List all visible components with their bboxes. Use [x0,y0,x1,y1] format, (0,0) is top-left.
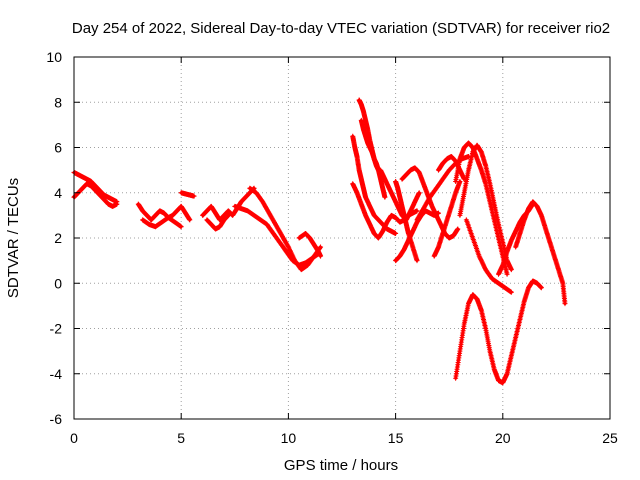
x-tick-label: 5 [177,430,185,446]
data-point [290,253,296,259]
data-point [318,244,324,250]
series-trace [454,141,509,276]
series-trace [454,279,543,385]
y-axis-title: SDTVAR / TECUs [5,178,22,298]
data-point [288,249,294,255]
axis-ticks: 0 5 10 15 20 25 -6 -4 -2 0 2 4 6 8 10 [46,49,618,446]
data-point [286,246,292,252]
data-point [178,224,184,230]
grid-lines [74,57,610,419]
series-arc-4 [140,215,184,230]
data-point [382,194,388,200]
data-point [318,253,324,259]
series-arc-16 [393,178,420,264]
x-tick-label: 25 [602,430,618,446]
chart-title: Day 254 of 2022, Sidereal Day-to-day VTE… [72,20,610,37]
series-arc-2 [71,181,120,209]
series-arc-10 [296,230,324,259]
data-point [414,208,420,214]
data-point [288,250,294,256]
y-tick-label: -6 [50,411,63,427]
series-arc-25 [453,278,544,386]
data-point [290,254,296,260]
data-point [416,190,422,196]
data-point [289,252,295,258]
data-point [291,255,297,261]
data-point [289,251,295,257]
y-tick-label: 0 [54,275,62,291]
series-arc-5 [178,190,197,199]
data-point [225,212,231,218]
y-tick-label: 6 [54,140,62,156]
data-point [285,244,291,250]
data-point [187,217,193,223]
data-point [191,193,197,199]
data-series [71,97,568,386]
series-arc-8 [232,203,321,268]
x-axis-title: GPS time / hours [284,457,398,474]
series-arc-9 [247,185,324,273]
x-tick-label: 20 [495,430,511,446]
x-tick-label: 0 [70,430,78,446]
y-tick-label: 2 [54,230,62,246]
data-point [287,247,293,253]
series-arc-26 [513,199,568,307]
y-tick-label: 10 [46,49,62,65]
x-tick-label: 15 [388,430,404,446]
x-tick-label: 10 [281,430,297,446]
data-point [286,245,292,251]
series-arc-14 [350,133,399,236]
y-tick-label: -4 [50,366,63,382]
y-tick-label: 8 [54,94,62,110]
series-arc-1 [71,169,120,205]
y-tick-label: -2 [50,321,63,337]
y-tick-label: 4 [54,185,62,201]
series-arc-7 [204,212,231,232]
data-point [114,201,120,207]
data-point [393,230,399,236]
